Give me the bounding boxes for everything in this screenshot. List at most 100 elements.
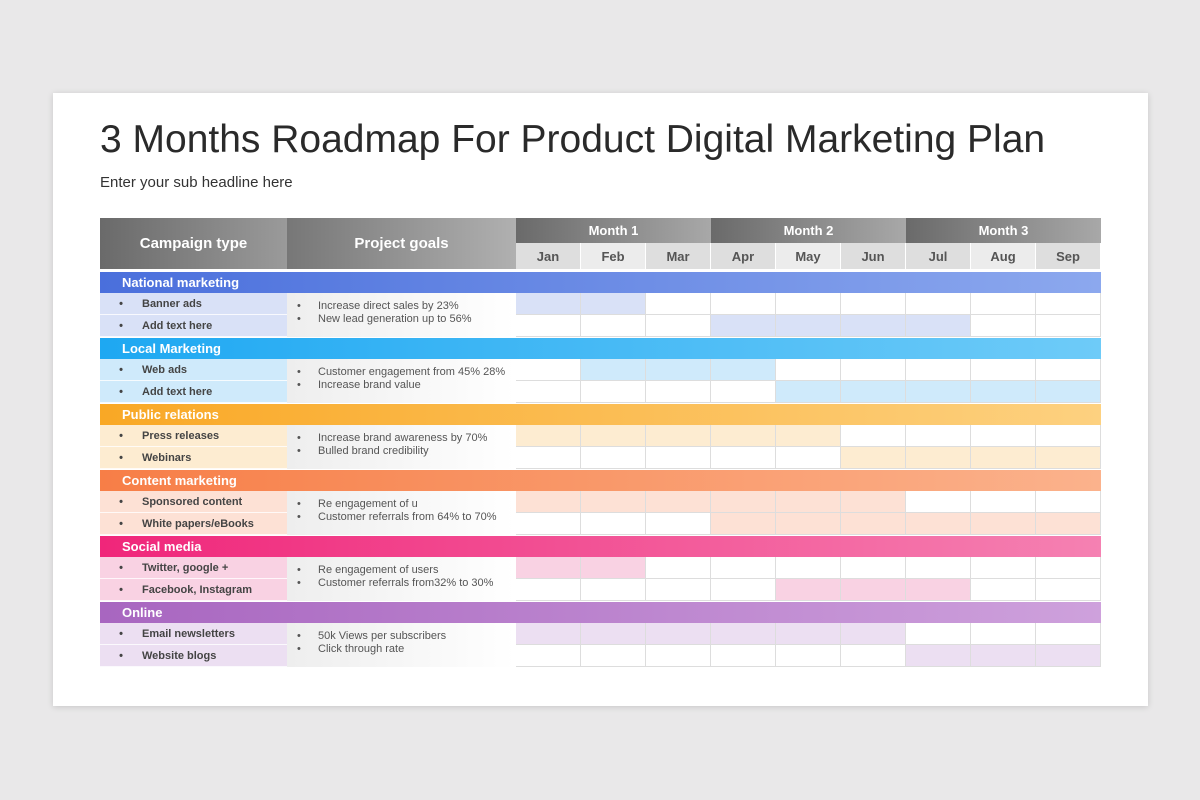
gantt-cell: [776, 315, 841, 337]
goal-item: Customer referrals from32% to 30%: [297, 577, 516, 590]
campaign-item: • Email newsletters: [100, 623, 287, 645]
campaign-item: • Sponsored content: [100, 491, 287, 513]
project-goals: Re engagement of usersCustomer referrals…: [287, 557, 516, 601]
sub-month-header: Mar: [646, 243, 711, 269]
gantt-cell: [711, 645, 776, 667]
gantt-cell: [646, 645, 711, 667]
gantt-cell: [516, 557, 581, 579]
gantt-cell: [711, 513, 776, 535]
section-header: National marketing: [100, 272, 1101, 293]
gantt-cell: [841, 579, 906, 601]
gantt-cell: [1036, 579, 1101, 601]
section-header: Social media: [100, 536, 1101, 557]
gantt-cell: [841, 315, 906, 337]
gantt-cell: [581, 623, 646, 645]
gantt-cell: [906, 359, 971, 381]
gantt-cell: [646, 623, 711, 645]
gantt-cell: [906, 425, 971, 447]
gantt-cell: [841, 381, 906, 403]
gantt-cell: [776, 557, 841, 579]
campaign-type-header: Campaign type: [100, 218, 287, 269]
goal-item: Increase brand value: [297, 379, 516, 392]
gantt-cell: [646, 425, 711, 447]
campaign-item: • Twitter, google +: [100, 557, 287, 579]
gantt-cell: [971, 491, 1036, 513]
gantt-cell: [776, 447, 841, 469]
gantt-cell: [841, 293, 906, 315]
sub-month-header: Aug: [971, 243, 1036, 269]
page-subtitle: Enter your sub headline here: [100, 174, 293, 191]
gantt-cell: [1036, 293, 1101, 315]
goal-item: Customer referrals from 64% to 70%: [297, 511, 516, 524]
gantt-cell: [711, 491, 776, 513]
gantt-cell: [776, 623, 841, 645]
campaign-item: • Web ads: [100, 359, 287, 381]
gantt-cell: [971, 381, 1036, 403]
section-header: Public relations: [100, 404, 1101, 425]
goal-item: Re engagement of users: [297, 564, 516, 577]
campaign-item: • Add text here: [100, 381, 287, 403]
project-goals: 50k Views per subscribersClick through r…: [287, 623, 516, 667]
gantt-cell: [1036, 425, 1101, 447]
gantt-cell: [711, 623, 776, 645]
campaign-item: • Press releases: [100, 425, 287, 447]
gantt-cell: [516, 645, 581, 667]
campaign-item: • Banner ads: [100, 293, 287, 315]
gantt-cell: [776, 293, 841, 315]
gantt-cell: [776, 425, 841, 447]
gantt-cell: [711, 447, 776, 469]
gantt-cell: [1036, 491, 1101, 513]
gantt-cell: [646, 381, 711, 403]
gantt-cell: [581, 425, 646, 447]
gantt-cell: [841, 557, 906, 579]
gantt-cell: [971, 645, 1036, 667]
gantt-cell: [971, 513, 1036, 535]
gantt-cell: [776, 491, 841, 513]
gantt-cell: [971, 315, 1036, 337]
campaign-item: • Facebook, Instagram: [100, 579, 287, 601]
project-goals: Re engagement of uCustomer referrals fro…: [287, 491, 516, 535]
gantt-cell: [646, 315, 711, 337]
gantt-cell: [516, 447, 581, 469]
month-header: Month 2: [711, 218, 906, 243]
campaign-item: • Website blogs: [100, 645, 287, 667]
section-header: Local Marketing: [100, 338, 1101, 359]
gantt-cell: [841, 623, 906, 645]
gantt-cell: [1036, 513, 1101, 535]
gantt-cell: [1036, 315, 1101, 337]
goal-item: Re engagement of u: [297, 498, 516, 511]
campaign-item: • Webinars: [100, 447, 287, 469]
gantt-cell: [516, 381, 581, 403]
gantt-cell: [906, 315, 971, 337]
project-goals: Increase brand awareness by 70%Bulled br…: [287, 425, 516, 469]
gantt-cell: [776, 381, 841, 403]
gantt-cell: [906, 645, 971, 667]
gantt-cell: [711, 359, 776, 381]
gantt-cell: [1036, 623, 1101, 645]
gantt-cell: [516, 491, 581, 513]
gantt-cell: [971, 359, 1036, 381]
gantt-cell: [646, 491, 711, 513]
gantt-cell: [516, 513, 581, 535]
gantt-cell: [581, 381, 646, 403]
gantt-cell: [581, 513, 646, 535]
gantt-cell: [1036, 381, 1101, 403]
gantt-cell: [971, 425, 1036, 447]
project-goals: Increase direct sales by 23%New lead gen…: [287, 293, 516, 337]
gantt-cell: [646, 557, 711, 579]
gantt-cell: [776, 359, 841, 381]
gantt-cell: [711, 425, 776, 447]
gantt-cell: [1036, 557, 1101, 579]
gantt-cell: [906, 381, 971, 403]
gantt-cell: [906, 557, 971, 579]
gantt-cell: [646, 293, 711, 315]
gantt-cell: [711, 557, 776, 579]
gantt-cell: [581, 645, 646, 667]
gantt-cell: [646, 359, 711, 381]
gantt-cell: [971, 293, 1036, 315]
gantt-cell: [516, 425, 581, 447]
gantt-cell: [971, 623, 1036, 645]
campaign-item: • Add text here: [100, 315, 287, 337]
project-goals: Customer engagement from 45% 28%Increase…: [287, 359, 516, 403]
month-header: Month 1: [516, 218, 711, 243]
